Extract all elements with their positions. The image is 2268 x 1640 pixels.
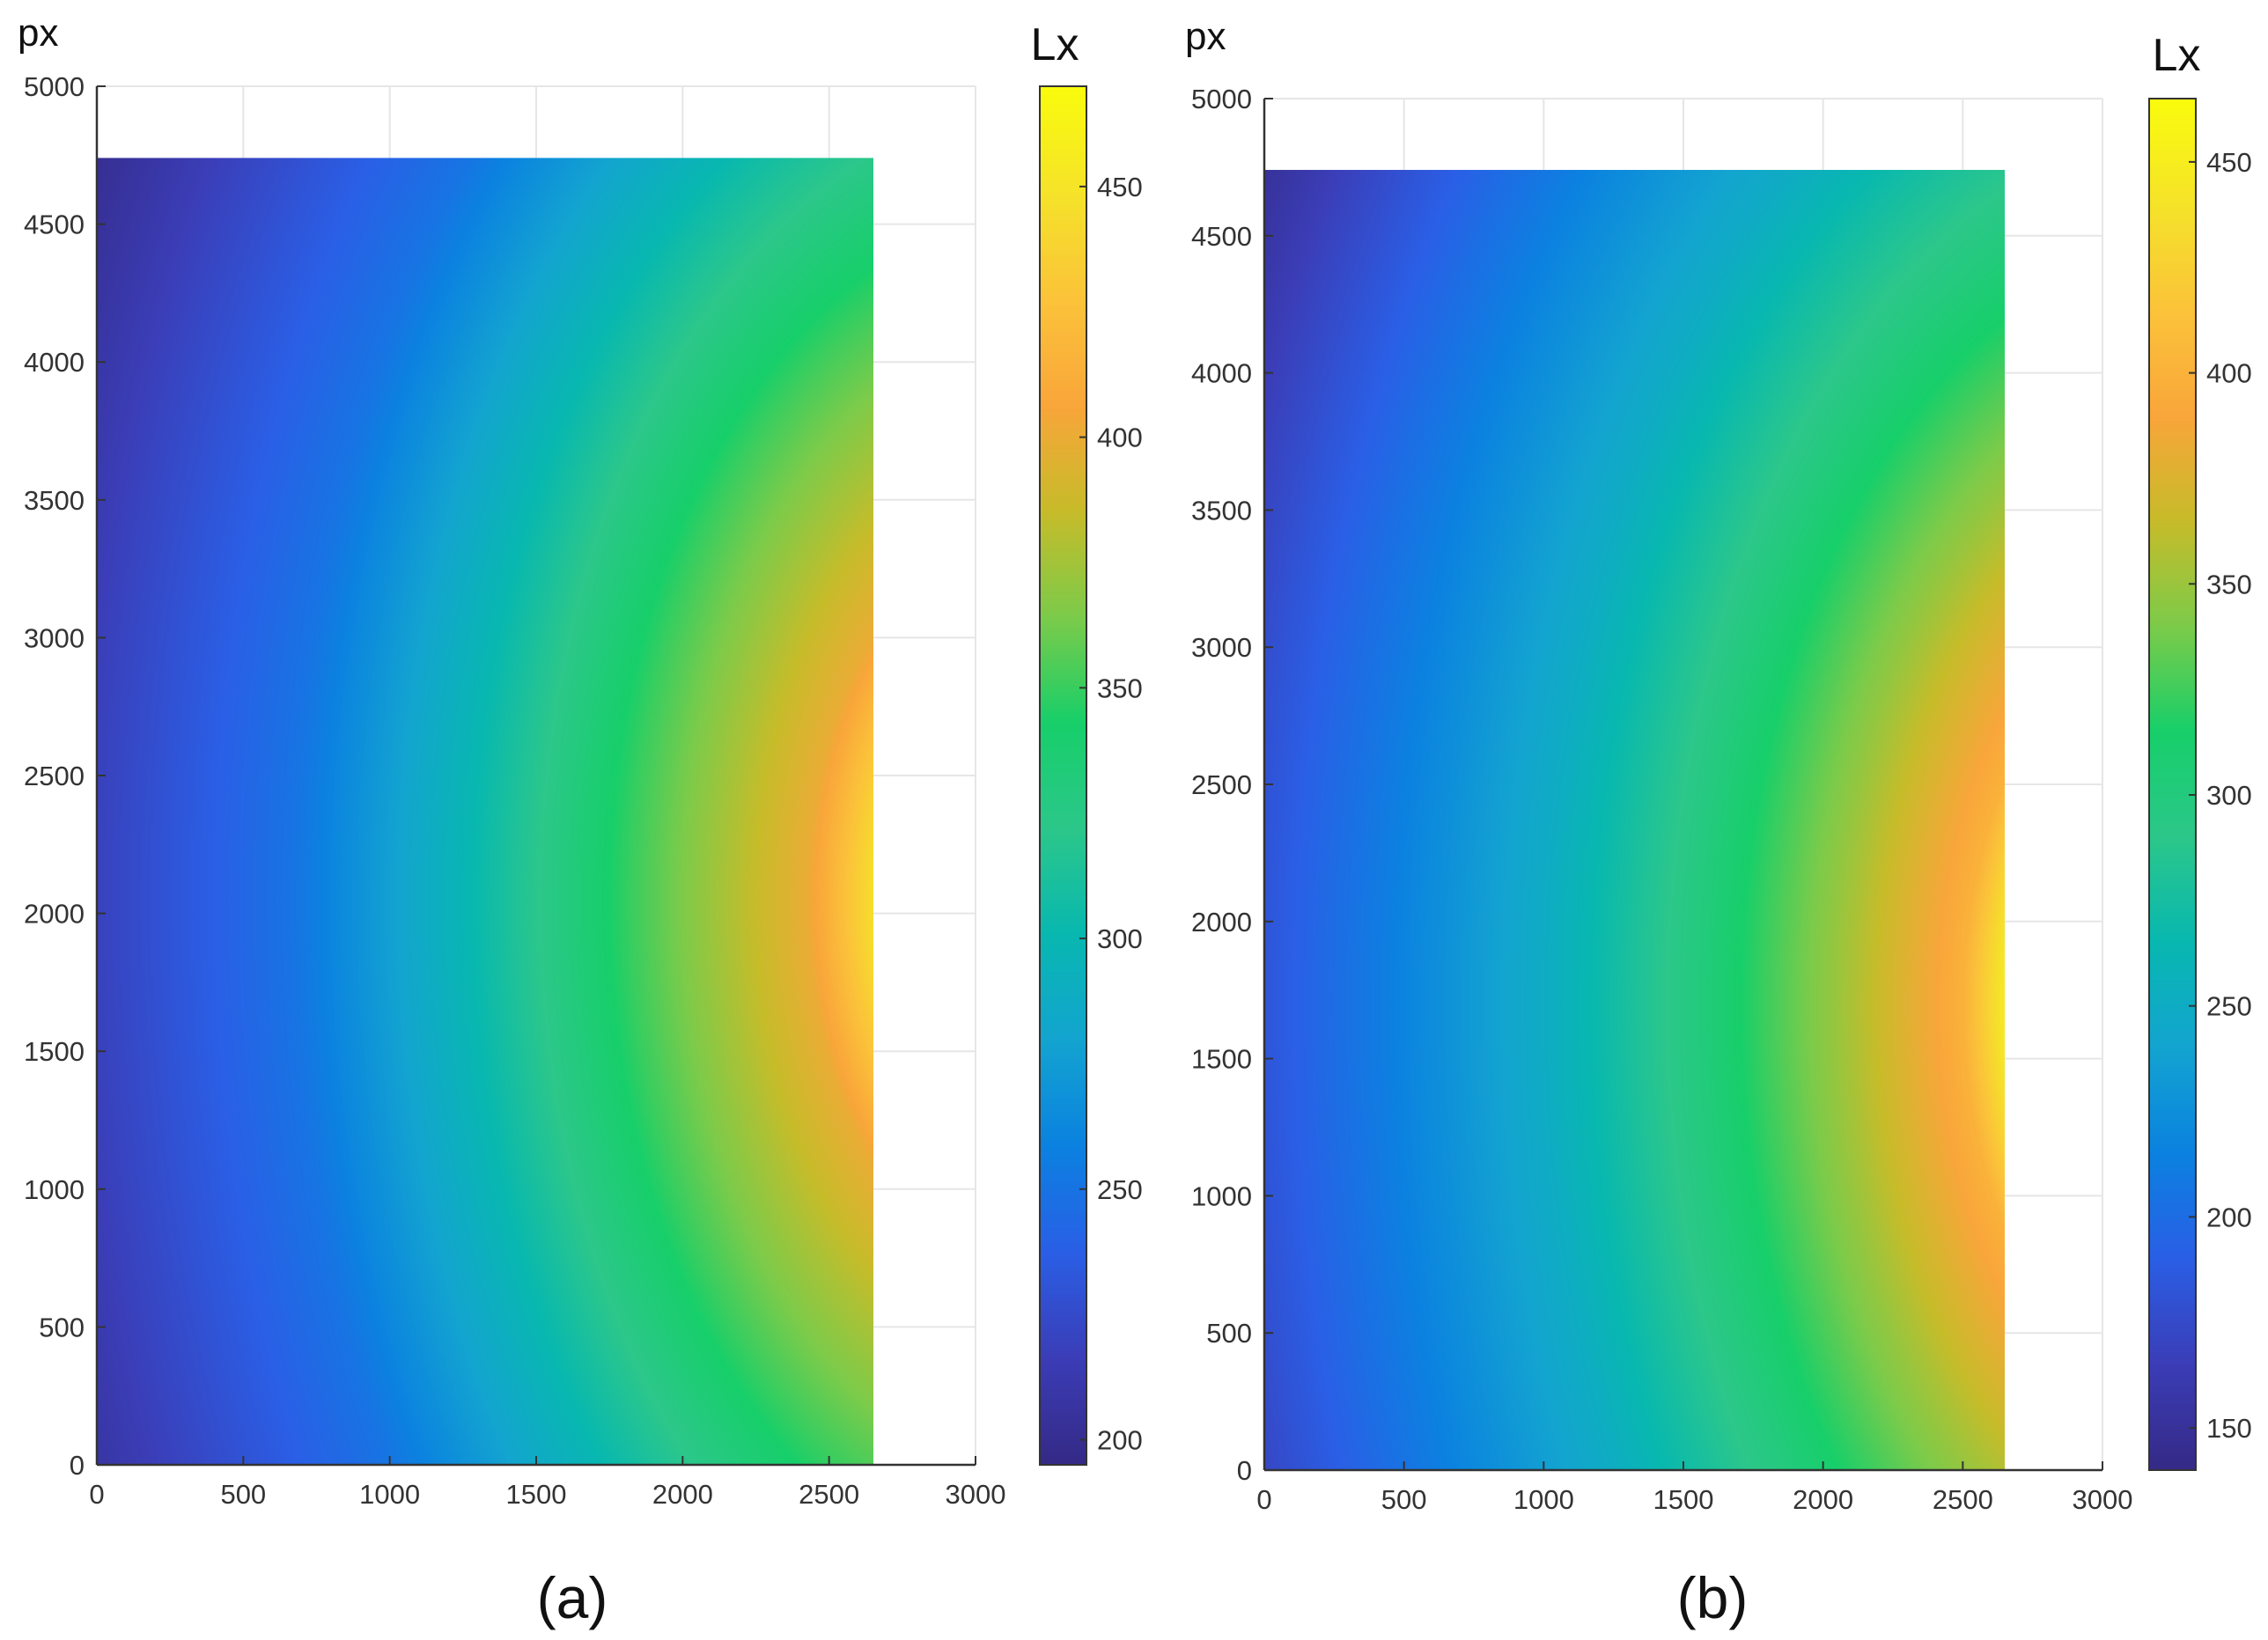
colorbar-label: Lx [1031,19,1079,70]
x-tick-label: 2500 [799,1479,859,1510]
colorbar-gradient [2149,99,2196,1470]
y-tick-label: 3000 [24,622,85,653]
colorbar-tick-label: 300 [1097,923,1143,954]
y-tick-label: 4500 [24,210,85,240]
colorbar-tick-label: 400 [2206,358,2252,389]
x-tick-label: 1000 [359,1479,420,1510]
colorbar-gradient [1040,86,1086,1465]
y-tick-label: 2500 [24,761,85,791]
y-axis-label: px [18,11,58,55]
colorbar-ticks: 150 200 250 300 350 400 450 [2189,147,2252,1444]
x-tick-label: 0 [89,1479,104,1510]
colorbar [2148,98,2197,1471]
chart-panel-a: 0 500 1000 1500 2000 2500 3000 0 500 1000 1500 200… [18,11,1143,1630]
colorbar-tick-label: 350 [2206,569,2252,599]
x-tick-label: 500 [1381,1484,1427,1515]
y-tick-label: 1000 [24,1174,85,1205]
colorbar-tick-label: 200 [1097,1425,1143,1456]
panel-label-a: (a) [537,1565,608,1630]
y-tick-label: 4500 [1191,221,1252,252]
panel-label-b: (b) [1677,1565,1749,1630]
y-tick-label: 500 [1206,1318,1252,1349]
y-tick-label: 0 [70,1450,85,1481]
y-tick-label: 3000 [1191,632,1252,663]
x-axis-ticks: 0 500 1000 1500 2000 2500 3000 [1256,1461,2132,1515]
x-tick-label: 2000 [1793,1484,1853,1515]
x-tick-label: 1500 [1653,1484,1714,1515]
colorbar-tick-label: 150 [2206,1413,2252,1444]
x-tick-label: 3000 [2073,1484,2133,1515]
y-tick-label: 1500 [1191,1044,1252,1075]
y-tick-label: 500 [39,1312,85,1342]
x-axis-ticks: 0 500 1000 1500 2000 2500 3000 [89,1456,1005,1510]
chart-panel-b: 0 500 1000 1500 2000 2500 3000 0 500 1000 1500 200… [1185,15,2252,1630]
colorbar-tick-label: 400 [1097,423,1143,453]
y-tick-label: 1500 [24,1036,85,1067]
y-axis-label: px [1185,15,1226,58]
x-tick-label: 3000 [946,1479,1006,1510]
colorbar-tick-label: 300 [2206,780,2252,811]
y-tick-label: 1000 [1191,1180,1252,1211]
colorbar-tick-label: 450 [2206,147,2252,178]
colorbar [1039,85,1087,1466]
colorbar-tick-label: 250 [1097,1174,1143,1205]
x-tick-label: 2500 [1933,1484,1993,1515]
x-tick-label: 500 [220,1479,266,1510]
colorbar-label: Lx [2153,30,2201,81]
heatmap-image [1264,170,2005,1471]
y-tick-label: 2000 [1191,907,1252,938]
y-tick-label: 3500 [1191,495,1252,526]
colorbar-tick-label: 350 [1097,673,1143,703]
y-tick-label: 4000 [1191,358,1252,389]
y-tick-label: 5000 [1191,84,1252,114]
colorbar-tick-label: 200 [2206,1202,2252,1232]
x-tick-label: 1000 [1513,1484,1574,1515]
y-axis-ticks: 0 500 1000 1500 2000 2500 3000 3500 4000 4500 5000 [1191,84,1273,1486]
y-tick-label: 0 [1237,1455,1252,1486]
y-tick-label: 2000 [24,899,85,930]
colorbar-tick-label: 250 [2206,991,2252,1022]
y-tick-label: 4000 [24,347,85,378]
heatmap-image [97,158,873,1466]
y-tick-label: 5000 [24,71,85,102]
colorbar-ticks: 200 250 300 350 400 450 [1079,172,1143,1456]
y-axis-ticks: 0 500 1000 1500 2000 2500 3000 3500 4000 4500 5000 [24,71,106,1481]
y-tick-label: 2500 [1191,769,1252,800]
x-tick-label: 2000 [652,1479,713,1510]
y-tick-label: 3500 [24,485,85,516]
x-tick-label: 0 [1256,1484,1271,1515]
x-tick-label: 1500 [506,1479,567,1510]
colorbar-tick-label: 450 [1097,172,1143,202]
